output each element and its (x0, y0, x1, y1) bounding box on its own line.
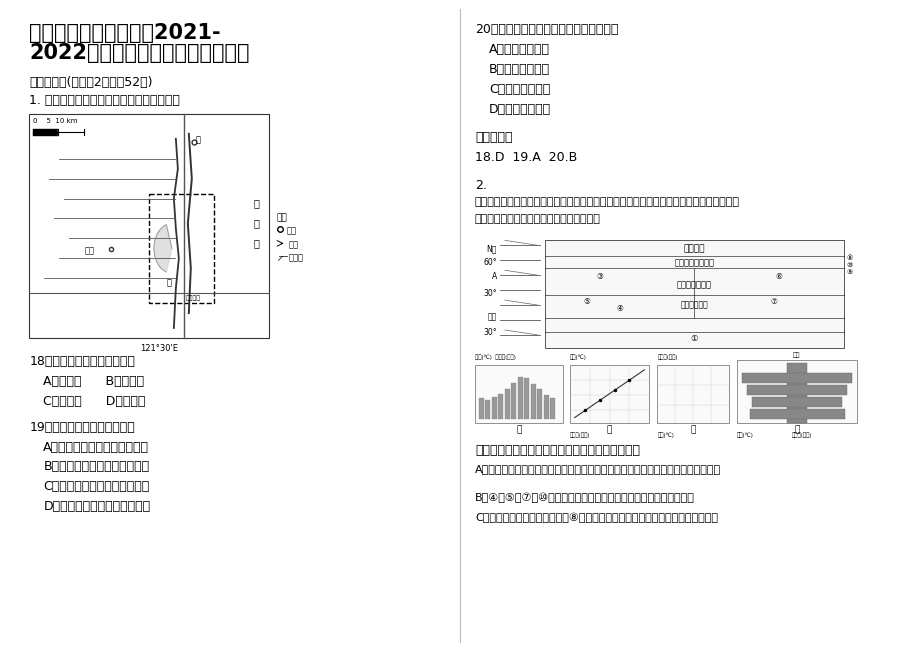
Bar (149, 193, 213, 303)
Text: B．渔业资源丰富: B．渔业资源丰富 (488, 63, 550, 76)
Bar (550, 398, 554, 419)
Text: 亚寒带大陆性气候: 亚寒带大陆性气候 (674, 258, 713, 268)
Text: ③: ③ (596, 272, 602, 281)
Text: 降水量(毫米): 降水量(毫米) (791, 432, 811, 438)
Text: 20．下列关于图示地区的叙述，正确的是: 20．下列关于图示地区的叙述，正确的是 (474, 23, 618, 36)
Text: 热带草原气候: 热带草原气候 (680, 300, 708, 309)
Text: D．大富以南，北部低，南部高: D．大富以南，北部低，南部高 (43, 500, 150, 513)
Text: 30°: 30° (482, 289, 496, 298)
Bar (752, 396, 841, 407)
Text: 0    5  10 km: 0 5 10 km (33, 118, 78, 124)
Text: 丙: 丙 (690, 426, 696, 435)
Text: 2.: 2. (474, 178, 486, 191)
Text: 2022学年高三地理联考试题含解析: 2022学年高三地理联考试题含解析 (29, 43, 250, 63)
Text: 气温(℃): 气温(℃) (736, 432, 754, 438)
Bar (524, 378, 528, 419)
Bar (492, 397, 496, 419)
Text: ④: ④ (616, 304, 622, 313)
Text: C．建港条件优越: C．建港条件优越 (488, 83, 550, 96)
Bar (569, 365, 649, 422)
Text: B．④一⑤，⑦一⑩对应自然带的变化体现了从沿海向内陆的地域分异: B．④一⑤，⑦一⑩对应自然带的变化体现了从沿海向内陆的地域分异 (474, 492, 694, 503)
Text: B．花莲溪西侧陡峻，东侧平缓: B．花莲溪西侧陡峻，东侧平缓 (43, 460, 149, 473)
Text: 极地气候: 极地气候 (683, 244, 704, 253)
Bar (505, 389, 509, 419)
Text: C．大富以南，北部高，南部低: C．大富以南，北部高，南部低 (43, 480, 150, 493)
Text: 乙: 乙 (607, 426, 611, 435)
Bar (544, 240, 843, 348)
Bar (29, 114, 268, 338)
Text: 大富: 大富 (84, 246, 94, 255)
Text: C．张裂谷      D．断层谷: C．张裂谷 D．断层谷 (43, 395, 145, 408)
Bar (479, 398, 483, 419)
Text: 温带大陆性气候: 温带大陆性气候 (676, 280, 711, 289)
Bar (736, 360, 856, 422)
Text: 太: 太 (254, 199, 259, 208)
Text: 河流: 河流 (289, 240, 298, 249)
Polygon shape (153, 225, 172, 272)
Bar (657, 365, 729, 422)
Text: A．风蚀谷      B．冰蚀谷: A．风蚀谷 B．冰蚀谷 (43, 375, 144, 388)
Bar (517, 378, 522, 419)
Text: A．花莲溪西侧平缓，东侧陡峻: A．花莲溪西侧平缓，东侧陡峻 (43, 441, 149, 454)
Text: 萍: 萍 (166, 278, 171, 287)
Text: 城镇: 城镇 (286, 227, 296, 236)
Text: 气温(℃)  降水量(毫米): 气温(℃) 降水量(毫米) (474, 355, 516, 361)
Text: ⑥: ⑥ (775, 272, 782, 281)
Bar (474, 365, 562, 422)
Text: 19．虚线范围内的地势特征是: 19．虚线范围内的地势特征是 (29, 421, 135, 434)
Text: A．内河航运便利: A．内河航运便利 (488, 43, 550, 56)
Text: ⑦: ⑦ (770, 297, 777, 306)
Text: ⑧
⑩
⑨: ⑧ ⑩ ⑨ (845, 255, 852, 275)
Text: 花: 花 (196, 136, 200, 145)
Text: A．根据图中气压带和风带的位置，此季节非州南端开普敦的气候特点是炎热干燥。: A．根据图中气压带和风带的位置，此季节非州南端开普敦的气候特点是炎热干燥。 (474, 464, 720, 475)
Bar (485, 400, 490, 419)
Text: 北回归线: 北回归线 (186, 295, 200, 301)
Text: 冲积扇: 冲积扇 (289, 253, 303, 262)
Text: 降水量(毫米): 降水量(毫米) (569, 432, 589, 438)
Bar (786, 363, 806, 422)
Text: 18．图中虚线范围内的地貌是: 18．图中虚线范围内的地貌是 (29, 355, 135, 368)
Text: 121°30'E: 121°30'E (140, 344, 177, 353)
Text: 60°: 60° (482, 258, 496, 268)
Text: 安徽省安庆市大闸中学2021-: 安徽省安庆市大闸中学2021- (29, 23, 221, 44)
Text: 赤道: 赤道 (487, 312, 496, 321)
Text: C．则若该图表示亚欧大陆，则⑧附近是著名的北海渔场，形成原因是寒暖流交汇: C．则若该图表示亚欧大陆，则⑧附近是著名的北海渔场，形成原因是寒暖流交汇 (474, 512, 717, 523)
Bar (530, 383, 535, 419)
Text: 一、选择题(每小题2分，共52分): 一、选择题(每小题2分，共52分) (29, 76, 153, 89)
Bar (749, 409, 844, 419)
Text: ⑤: ⑤ (583, 297, 589, 306)
Text: 参考答案：: 参考答案： (474, 131, 512, 144)
Text: 降水量(毫米): 降水量(毫米) (657, 355, 677, 361)
Text: 18.D  19.A  20.B: 18.D 19.A 20.B (474, 151, 576, 164)
Text: 月份: 月份 (792, 353, 800, 359)
Text: 丁: 丁 (793, 426, 799, 435)
Bar (742, 373, 851, 383)
Text: A: A (491, 272, 496, 281)
Text: D．利于海盐晒制: D．利于海盐晒制 (488, 103, 550, 116)
Bar (511, 383, 516, 419)
Text: 图例: 图例 (277, 214, 287, 223)
Text: N极: N极 (486, 244, 496, 253)
Text: 气温(℃): 气温(℃) (657, 432, 674, 438)
Bar (537, 389, 541, 419)
Bar (498, 394, 503, 419)
Text: ①: ① (690, 334, 698, 343)
Text: 下图为气候类型分布模式图，图的左侧是某季节影响气候形成的气压带、风带位置示意图；: 下图为气候类型分布模式图，图的左侧是某季节影响气候形成的气压带、风带位置示意图； (474, 197, 739, 206)
Text: 气温(℃): 气温(℃) (569, 355, 586, 361)
Bar (543, 395, 548, 419)
Text: 洋: 洋 (254, 238, 259, 248)
Text: 模式图下方为四地的气候资料图，读图回答: 模式图下方为四地的气候资料图，读图回答 (474, 214, 600, 225)
Text: 30°: 30° (482, 328, 496, 337)
Text: 1. 右图是我国台湾省部分地区水系分布图。: 1. 右图是我国台湾省部分地区水系分布图。 (29, 94, 180, 107)
Text: 甲: 甲 (516, 426, 521, 435)
Bar (746, 385, 845, 395)
Text: 关于图中各种气候及对应自然带的叙述，正确的是: 关于图中各种气候及对应自然带的叙述，正确的是 (474, 445, 640, 458)
Text: 平: 平 (254, 219, 259, 229)
